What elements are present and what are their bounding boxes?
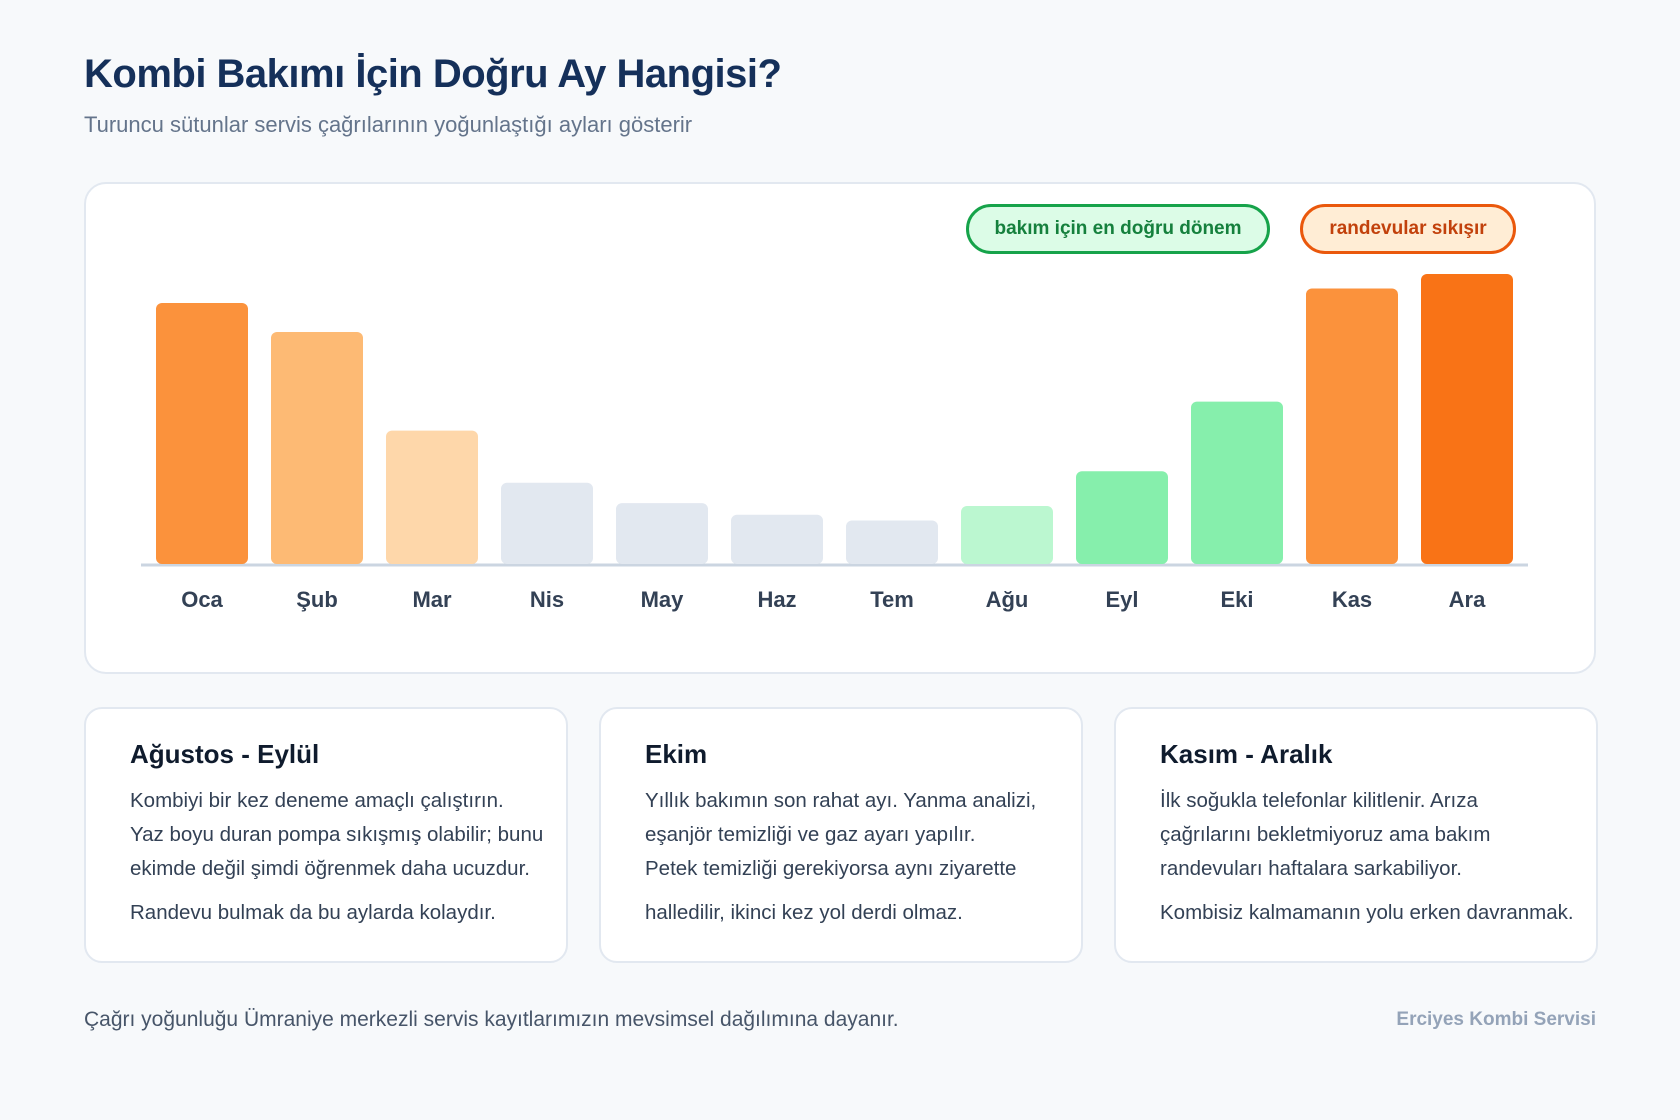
card-aug-sep: Ağustos - Eylül Kombiyi bir kez deneme a…: [84, 707, 568, 963]
legend-busy-period: randevular sıkışır: [1300, 204, 1516, 254]
card-line: Petek temizliği gerekiyorsa aynı ziyaret…: [645, 857, 1017, 880]
bar-3: [501, 482, 593, 564]
card-line: Yaz boyu duran pompa sıkışmış olabilir; …: [130, 823, 544, 846]
page-title: Kombi Bakımı İçin Doğru Ay Hangisi?: [84, 52, 782, 96]
x-tick-label: May: [641, 587, 685, 612]
card-line: çağrılarını bekletmiyoruz ama bakım: [1160, 823, 1491, 846]
bar-8: [1076, 471, 1168, 564]
bar-6: [846, 520, 938, 564]
card-oct: Ekim Yıllık bakımın son rahat ayı. Yanma…: [599, 707, 1083, 963]
bar-1: [271, 332, 363, 564]
bar-0: [156, 303, 248, 564]
card-title: Ağustos - Eylül: [130, 739, 320, 769]
x-tick-label: Ağu: [986, 587, 1029, 612]
card-note: Randevu bulmak da bu aylarda kolaydır.: [130, 901, 496, 924]
chart-card: bakım için en doğru dönem randevular sık…: [84, 182, 1596, 674]
footer-note: Çağrı yoğunluğu Ümraniye merkezli servis…: [84, 1008, 899, 1031]
x-tick-label: Tem: [870, 587, 914, 612]
x-tick-label: Şub: [296, 587, 338, 612]
x-tick-label: Nis: [530, 587, 564, 612]
card-note: halledilir, ikinci kez yol derdi olmaz.: [645, 901, 963, 924]
card-line: ekimde değil şimdi öğrenmek daha ucuzdur…: [130, 857, 530, 880]
bar-9: [1191, 401, 1283, 564]
x-tick-label: Ara: [1449, 587, 1486, 612]
card-line: İlk soğukla telefonlar kilitlenir. Arıza: [1160, 789, 1478, 812]
page-subtitle: Turuncu sütunlar servis çağrılarının yoğ…: [84, 112, 693, 137]
card-line: randevuları haftalara sarkabiliyor.: [1160, 857, 1462, 880]
x-tick-label: Eki: [1220, 587, 1253, 612]
bar-chart: Oca Şub Mar Nis May Haz Tem Ağu Eyl Eki Kas Ara: [141, 274, 1528, 612]
card-line: Yıllık bakımın son rahat ayı. Yanma anal…: [645, 789, 1037, 812]
card-nov-dec: Kasım - Aralık İlk soğukla telefonlar ki…: [1114, 707, 1598, 963]
card-title: Ekim: [645, 739, 708, 769]
bar-4: [616, 503, 708, 564]
card-note: Kombisiz kalmamanın yolu erken davranmak…: [1160, 901, 1574, 924]
card-line: eşanjör temizliği ve gaz ayarı yapılır.: [645, 823, 976, 846]
bar-5: [731, 514, 823, 564]
bar-11: [1421, 274, 1513, 564]
bar-10: [1306, 288, 1398, 564]
card-line: Kombiyi bir kez deneme amaçlı çalıştırın…: [130, 789, 504, 812]
footer-brand: Erciyes Kombi Servisi: [1396, 1009, 1596, 1030]
bar-2: [386, 430, 478, 564]
x-tick-label: Mar: [412, 587, 452, 612]
x-tick-label: Haz: [757, 587, 796, 612]
legend-good-period: bakım için en doğru dönem: [966, 204, 1270, 254]
x-tick-label: Kas: [1332, 587, 1372, 612]
bar-7: [961, 506, 1053, 564]
x-tick-label: Oca: [181, 587, 223, 612]
x-tick-label: Eyl: [1105, 587, 1138, 612]
card-title: Kasım - Aralık: [1160, 739, 1333, 769]
